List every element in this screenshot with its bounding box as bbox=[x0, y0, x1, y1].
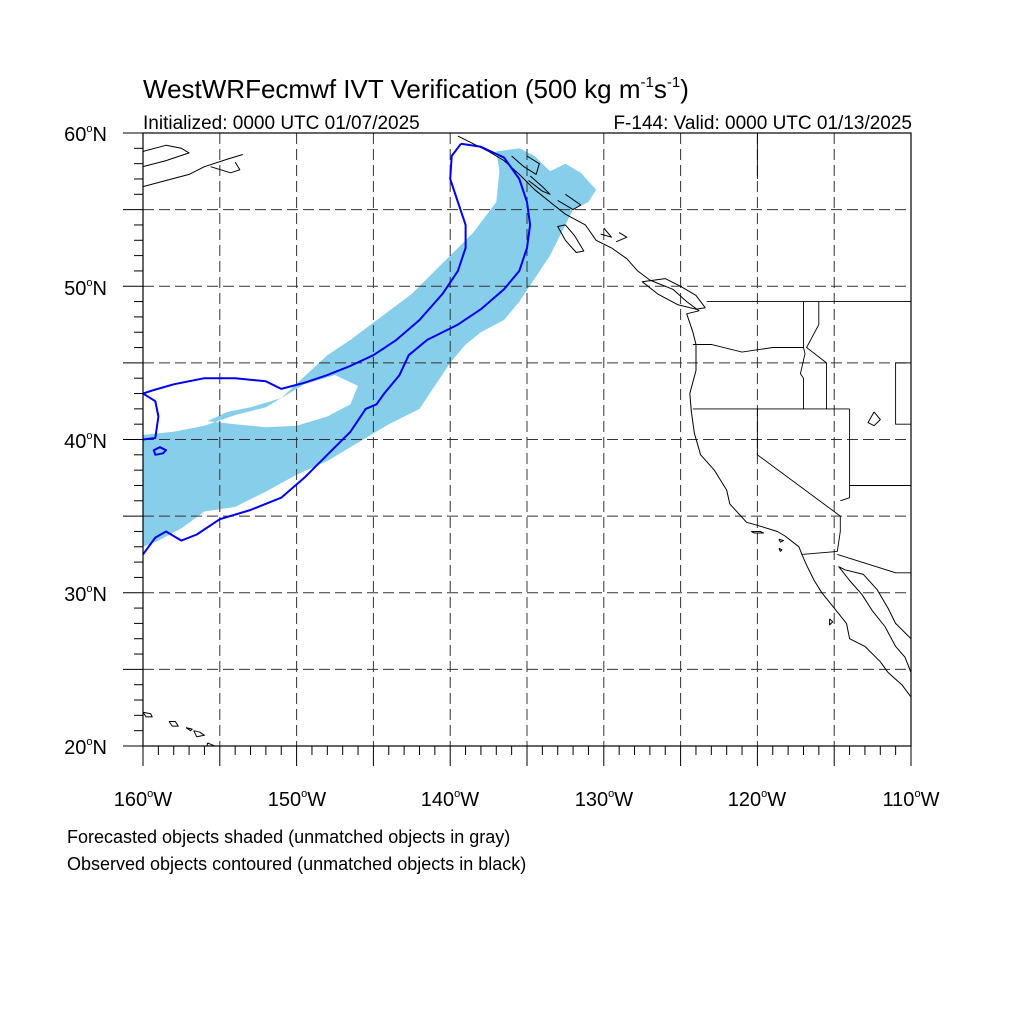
coastline bbox=[557, 193, 582, 211]
coastline bbox=[778, 538, 784, 543]
lon-label-150w: 150oW bbox=[268, 788, 327, 811]
coastline bbox=[511, 155, 540, 175]
lat-label-30n: 30oN bbox=[64, 583, 107, 606]
coastline bbox=[600, 227, 612, 238]
coastline bbox=[143, 144, 190, 168]
axis-ticks bbox=[123, 132, 912, 766]
coastline bbox=[615, 232, 628, 243]
coastline bbox=[778, 547, 783, 552]
coastline bbox=[867, 411, 881, 427]
title-mid: s bbox=[654, 74, 667, 104]
forecast-footnote: Forecasted objects shaded (unmatched obj… bbox=[67, 827, 511, 847]
coastline bbox=[143, 154, 243, 188]
coastline bbox=[168, 721, 179, 727]
coastline bbox=[557, 224, 585, 253]
title-sup-1: -1 bbox=[641, 74, 654, 91]
lat-label-40n: 40oN bbox=[64, 430, 107, 453]
observed-ivt-contour-south bbox=[143, 142, 532, 555]
title-main: WestWRFecmwf IVT Verification (500 kg m bbox=[143, 74, 641, 104]
political-border bbox=[692, 344, 804, 353]
lon-label-130w: 130oW bbox=[575, 788, 634, 811]
political-border bbox=[806, 301, 827, 409]
political-border bbox=[801, 550, 838, 555]
lat-label-50n: 50oN bbox=[64, 277, 107, 300]
latitude-labels: 60oN 50oN 40oN 30oN 20oN bbox=[64, 123, 107, 759]
coastline bbox=[838, 566, 911, 673]
political-border bbox=[837, 553, 911, 574]
coastline bbox=[641, 278, 706, 310]
title-sup-2: -1 bbox=[667, 74, 680, 91]
observed-footnote: Observed objects contoured (unmatched ob… bbox=[67, 854, 527, 874]
coastlines-layer bbox=[143, 133, 911, 746]
observed-ivt-contour-north bbox=[143, 143, 467, 441]
observed-ivt-contour-small bbox=[152, 446, 167, 456]
coastline bbox=[751, 531, 764, 534]
coastline bbox=[185, 727, 193, 732]
title-close: ) bbox=[680, 74, 689, 104]
lon-label-160w: 160oW bbox=[114, 788, 173, 811]
coastline bbox=[829, 618, 834, 626]
initialized-label: Initialized: 0000 UTC 01/07/2025 bbox=[143, 113, 420, 134]
political-border bbox=[756, 408, 841, 552]
plot-area bbox=[123, 132, 912, 766]
lat-label-60n: 60oN bbox=[64, 123, 107, 146]
lon-label-140w: 140oW bbox=[421, 788, 480, 811]
lon-label-120w: 120oW bbox=[728, 788, 787, 811]
forecast-object-layer bbox=[143, 148, 597, 547]
gridlines bbox=[143, 133, 911, 746]
political-border bbox=[840, 485, 851, 502]
coastline bbox=[528, 175, 551, 195]
coastline bbox=[193, 730, 205, 738]
observed-object-layer bbox=[143, 142, 532, 555]
map-title: WestWRFecmwf IVT Verification (500 kg m-… bbox=[143, 74, 689, 104]
forecast-ivt-object bbox=[143, 148, 597, 547]
coastline bbox=[143, 711, 153, 718]
coastline bbox=[210, 161, 241, 174]
coastline bbox=[457, 135, 911, 698]
lon-label-110w: 110oW bbox=[883, 788, 940, 811]
valid-time-label: F-144: Valid: 0000 UTC 01/13/2025 bbox=[613, 113, 912, 134]
political-border bbox=[895, 362, 911, 425]
longitude-labels: 160oW 150oW 140oW 130oW 120oW 110oW bbox=[114, 788, 940, 811]
political-border bbox=[799, 301, 806, 409]
lat-label-20n: 20oN bbox=[64, 736, 107, 759]
